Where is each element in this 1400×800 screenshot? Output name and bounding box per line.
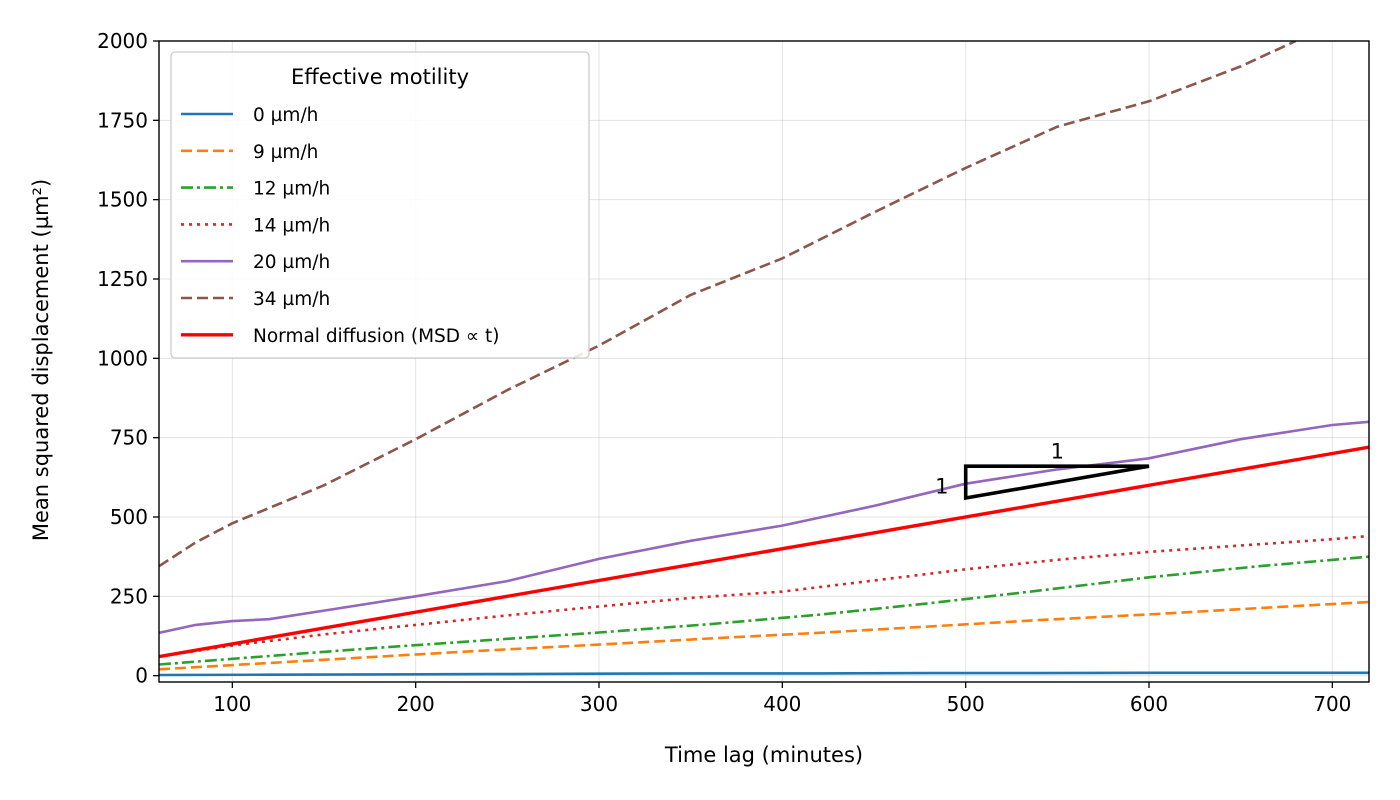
legend-label-5: 34 µm/h — [253, 289, 330, 310]
series-line-6 — [159, 445, 1369, 659]
y-tick-label: 250 — [110, 584, 148, 608]
plot-frame — [158, 40, 1370, 683]
x-tick-label: 600 — [1130, 692, 1168, 716]
x-tick-label: 500 — [947, 692, 985, 716]
y-tick-label: 500 — [110, 505, 148, 529]
x-tick-label: 400 — [763, 692, 801, 716]
y-tick-label: 2000 — [97, 29, 148, 53]
y-axis-label: Mean squared displacement (µm²) — [29, 179, 53, 541]
series-line-2 — [159, 555, 1369, 666]
series-line-3 — [159, 534, 1369, 658]
y-tick-label: 1250 — [97, 267, 148, 291]
slope-annotation: 1 — [1051, 439, 1064, 463]
series-line-5 — [159, 41, 1297, 568]
legend-label-4: 20 µm/h — [253, 252, 330, 273]
series-lines — [159, 41, 1369, 677]
y-tick-label: 1750 — [97, 108, 148, 132]
y-tick-label: 1000 — [97, 346, 148, 370]
legend-label-0: 0 µm/h — [253, 105, 318, 126]
legend-title: Effective motility — [291, 65, 469, 89]
slope-triangle — [963, 464, 1150, 501]
legend-frame — [170, 51, 590, 359]
axes — [158, 40, 1370, 683]
y-tick-label: 750 — [110, 426, 148, 450]
x-tick-label: 100 — [213, 692, 251, 716]
x-tick-label: 200 — [397, 692, 435, 716]
slope-triangle-outline — [963, 464, 1150, 501]
legend: Effective motility 0 µm/h 9 µm/h 12 µm/h 14… — [170, 51, 590, 359]
legend-label-2: 12 µm/h — [253, 179, 330, 200]
y-tick-label: 0 — [135, 664, 148, 688]
series-line-0 — [159, 671, 1369, 677]
x-tick-label: 300 — [580, 692, 618, 716]
legend-label-3: 14 µm/h — [253, 215, 330, 236]
y-tick-label: 1500 — [97, 188, 148, 212]
series-line-4 — [159, 420, 1369, 635]
series-line-1 — [159, 600, 1369, 671]
x-tick-label: 700 — [1313, 692, 1351, 716]
legend-label-1: 9 µm/h — [253, 142, 318, 163]
x-axis-label: Time lag (minutes) — [664, 743, 863, 767]
annotations: 11 — [935, 439, 1064, 498]
slope-annotation: 1 — [935, 474, 948, 498]
legend-label-6: Normal diffusion (MSD ∝ t) — [253, 326, 500, 347]
ticks: 100 200 300 400 500 600 700 0 250 500 750 1000 1250 1… — [97, 29, 1351, 716]
